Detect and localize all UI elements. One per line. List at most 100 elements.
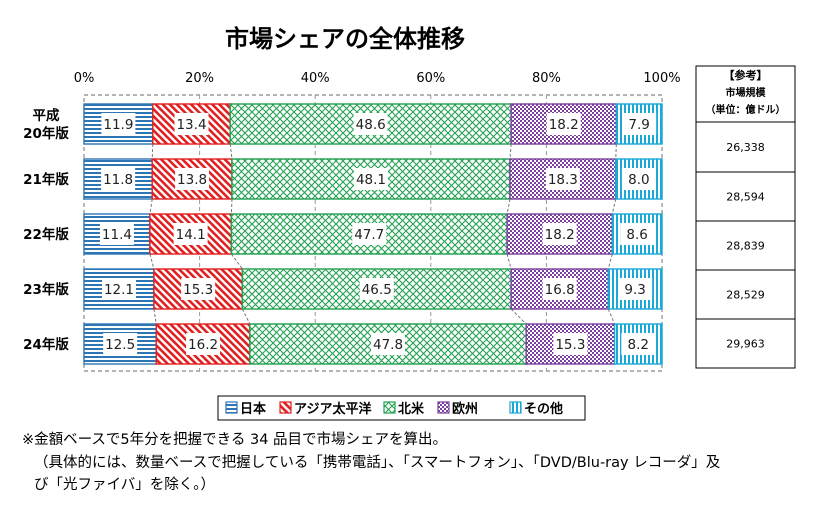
data-label: 12.1: [104, 282, 134, 298]
data-label-bg: [359, 278, 394, 300]
bars: 11.9 13.4 48.6 18.2 7.9 11.8 13.8 48.1 18.3 8.0 11…: [83, 103, 663, 365]
legend-swatch: [509, 401, 522, 414]
data-label-bg: [352, 223, 387, 245]
data-label: 11.9: [103, 117, 133, 133]
connector-line: [149, 253, 155, 270]
data-label-bg: [353, 168, 388, 190]
data-label-bg: [174, 113, 209, 135]
data-label: 18.2: [545, 227, 575, 243]
data-label: 18.2: [549, 117, 579, 133]
market-size-table: 【参考】市場規模 （単位：億ドル） 26,338 28,594 28,839 28,529…: [695, 65, 796, 369]
x-tick-label: 100%: [643, 71, 680, 86]
connector-line: [151, 143, 154, 160]
data-label-bg: [181, 278, 216, 300]
connector-line: [607, 253, 613, 270]
data-label: 7.9: [628, 117, 649, 133]
data-label-bg: [621, 333, 656, 355]
table-header-text: （単位：億ドル）: [706, 103, 786, 116]
table-cell: [695, 318, 796, 369]
x-axis-ticks: 0% 20% 40% 60% 80% 100%: [74, 71, 681, 86]
data-label: 8.6: [626, 227, 647, 243]
data-label-bg: [101, 168, 136, 190]
table-header-text: 【参考】: [724, 68, 768, 82]
connector-line: [510, 308, 527, 325]
data-label-bg: [173, 223, 208, 245]
data-label-bg: [622, 113, 657, 135]
data-label: 48.6: [356, 117, 386, 133]
data-label: 12.5: [105, 337, 135, 353]
data-label: 47.7: [354, 227, 384, 243]
category-label: 22年版: [23, 226, 69, 243]
data-label-bg: [353, 113, 388, 135]
legend: 日本 アジア太平洋 北米 欧州 その他: [217, 395, 586, 421]
data-label: 46.5: [362, 282, 392, 298]
category-label: 24年版: [23, 336, 69, 353]
data-label-bg: [620, 223, 655, 245]
data-label-bg: [618, 278, 653, 300]
x-tick-label: 60%: [416, 71, 445, 86]
note-line-1: ※金額ベースで5年分を把握できる 34 品目で市場シェアを算出。: [22, 432, 448, 448]
data-label: 16.8: [545, 282, 575, 298]
x-tick-label: 20%: [185, 71, 214, 86]
data-label-bg: [103, 333, 138, 355]
data-label-bg: [542, 223, 577, 245]
data-label-bg: [175, 168, 210, 190]
note-line-2: （具体的には、数量ベースで把握している「携帯電話」、「スマートフォン」、「DVD…: [34, 455, 721, 471]
legend-swatch: [279, 401, 292, 414]
connector-line: [229, 143, 233, 160]
connector-line: [506, 198, 511, 215]
data-label: 8.0: [628, 172, 649, 188]
data-label-bg: [553, 333, 588, 355]
category-label: 21年版: [23, 171, 69, 188]
data-label: 11.8: [103, 172, 133, 188]
data-label-bg: [101, 278, 136, 300]
table-value: 29,963: [726, 338, 765, 351]
chart-title: 市場シェアの全体推移: [225, 25, 465, 53]
x-tick-label: 0%: [74, 71, 95, 86]
data-label-bg: [101, 113, 136, 135]
data-label: 11.4: [102, 227, 132, 243]
data-label-bg: [99, 223, 134, 245]
data-label-bg: [545, 168, 580, 190]
connector-line: [506, 253, 512, 270]
data-label-bg: [186, 333, 221, 355]
table-cell: [695, 269, 796, 320]
table-header-cell: [695, 65, 796, 123]
data-label-bg: [546, 113, 581, 135]
connector-line: [230, 253, 243, 270]
data-label-bg: [621, 168, 656, 190]
data-label: 47.8: [373, 337, 403, 353]
table-value: 28,529: [726, 289, 765, 302]
x-tick-label: 80%: [532, 71, 561, 86]
data-label-bg: [542, 278, 577, 300]
legend-label: 北米: [398, 401, 425, 417]
data-label: 13.8: [177, 172, 207, 188]
legend-label: 欧州: [452, 401, 478, 417]
legend-swatch: [225, 401, 238, 414]
connector-line: [241, 308, 251, 325]
data-label: 48.1: [356, 172, 386, 188]
table-cell: [695, 171, 796, 222]
data-label: 8.2: [628, 337, 649, 353]
x-tick-label: 40%: [301, 71, 330, 86]
bar-日本: [83, 213, 151, 255]
connector-line: [149, 198, 153, 215]
data-label: 13.4: [176, 117, 206, 133]
data-label: 15.3: [183, 282, 213, 298]
category-label: 23年版: [23, 281, 69, 298]
connector-line: [153, 308, 157, 325]
legend-label: アジア太平洋: [294, 401, 371, 417]
data-label: 18.3: [548, 172, 578, 188]
connector-line: [607, 308, 616, 325]
category-label: 平成: [33, 107, 60, 124]
table-cell: [695, 121, 796, 173]
connector-line: [509, 143, 512, 160]
table-header-text: 市場規模: [726, 86, 767, 99]
connector-line: [230, 198, 233, 215]
legend-label: 日本: [240, 401, 266, 417]
legend-label: その他: [524, 401, 563, 417]
data-label-bg: [371, 333, 406, 355]
connector-line: [611, 198, 617, 215]
